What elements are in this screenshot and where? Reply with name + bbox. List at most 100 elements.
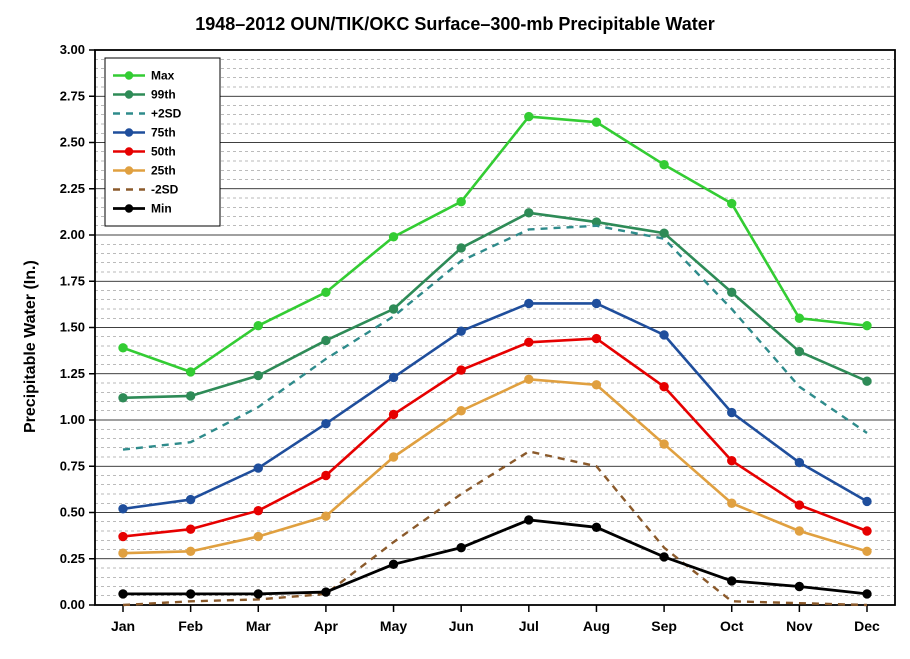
y-tick-label: 2.00	[60, 227, 85, 242]
x-tick-label: Aug	[583, 618, 610, 634]
x-tick-label: Oct	[720, 618, 744, 634]
y-tick-label: 1.00	[60, 412, 85, 427]
series-marker	[795, 527, 803, 535]
series-marker	[525, 112, 533, 120]
series-marker	[863, 497, 871, 505]
series-marker	[525, 375, 533, 383]
series-marker	[592, 523, 600, 531]
series-marker	[119, 505, 127, 513]
legend-label: -2SD	[151, 183, 179, 197]
legend-swatch-marker	[125, 166, 133, 174]
series-marker	[795, 501, 803, 509]
series-marker	[863, 527, 871, 535]
legend-swatch-marker	[125, 204, 133, 212]
series-marker	[389, 373, 397, 381]
x-tick-label: Sep	[651, 618, 677, 634]
series-marker	[119, 549, 127, 557]
series-marker	[795, 314, 803, 322]
series-marker	[457, 327, 465, 335]
y-tick-label: 3.00	[60, 42, 85, 57]
series-marker	[254, 590, 262, 598]
series-marker	[863, 590, 871, 598]
y-tick-label: 2.50	[60, 135, 85, 150]
y-tick-label: 0.25	[60, 551, 85, 566]
series-marker	[592, 118, 600, 126]
legend-swatch-marker	[125, 147, 133, 155]
x-tick-label: Apr	[314, 618, 339, 634]
series-marker	[389, 305, 397, 313]
series-marker	[660, 161, 668, 169]
series-marker	[660, 440, 668, 448]
series-marker	[389, 410, 397, 418]
series-marker	[254, 532, 262, 540]
x-tick-label: Mar	[246, 618, 271, 634]
chart-svg: 0.000.250.500.751.001.251.501.752.002.25…	[0, 0, 910, 659]
series-marker	[186, 547, 194, 555]
y-tick-label: 1.25	[60, 366, 85, 381]
x-tick-label: Nov	[786, 618, 813, 634]
legend-swatch-marker	[125, 128, 133, 136]
series-marker	[322, 471, 330, 479]
series-marker	[254, 371, 262, 379]
series-marker	[660, 331, 668, 339]
y-tick-label: 2.25	[60, 181, 85, 196]
series-marker	[795, 347, 803, 355]
series-marker	[728, 288, 736, 296]
series-marker	[728, 499, 736, 507]
series-marker	[186, 525, 194, 533]
series-marker	[660, 383, 668, 391]
series-marker	[186, 368, 194, 376]
series-line-99th	[123, 213, 867, 398]
y-tick-label: 2.75	[60, 88, 85, 103]
series-line-50th	[123, 339, 867, 537]
series-marker	[389, 453, 397, 461]
series-marker	[119, 394, 127, 402]
series-marker	[322, 288, 330, 296]
series-marker	[457, 198, 465, 206]
x-tick-label: May	[380, 618, 407, 634]
legend-label: Max	[151, 69, 175, 83]
legend-label: 75th	[151, 126, 176, 140]
series-marker	[728, 457, 736, 465]
x-tick-label: Jul	[519, 618, 539, 634]
chart-title: 1948–2012 OUN/TIK/OKC Surface–300-mb Pre…	[0, 14, 910, 35]
series-marker	[457, 366, 465, 374]
legend-label: 25th	[151, 164, 176, 178]
legend-swatch-marker	[125, 90, 133, 98]
series-marker	[863, 547, 871, 555]
chart-container: 1948–2012 OUN/TIK/OKC Surface–300-mb Pre…	[0, 0, 910, 659]
series-marker	[592, 299, 600, 307]
series-marker	[119, 590, 127, 598]
y-tick-label: 1.50	[60, 320, 85, 335]
series-marker	[254, 506, 262, 514]
series-marker	[119, 344, 127, 352]
series-marker	[660, 553, 668, 561]
series-marker	[525, 516, 533, 524]
series-line--2sd	[123, 226, 867, 450]
series-marker	[795, 582, 803, 590]
series-marker	[525, 338, 533, 346]
legend-label: 50th	[151, 145, 176, 159]
series-marker	[119, 532, 127, 540]
series-marker	[795, 458, 803, 466]
series-marker	[728, 408, 736, 416]
x-tick-label: Jan	[111, 618, 135, 634]
y-tick-label: 1.75	[60, 273, 85, 288]
series-marker	[660, 229, 668, 237]
series-marker	[525, 299, 533, 307]
x-tick-label: Jun	[449, 618, 474, 634]
legend-label: Min	[151, 202, 172, 216]
y-tick-label: 0.50	[60, 505, 85, 520]
series-marker	[322, 588, 330, 596]
series-marker	[389, 560, 397, 568]
series-line-75th	[123, 303, 867, 508]
legend-label: 99th	[151, 88, 176, 102]
series-marker	[863, 377, 871, 385]
series-marker	[457, 407, 465, 415]
x-tick-label: Dec	[854, 618, 880, 634]
series-marker	[186, 590, 194, 598]
series-marker	[322, 512, 330, 520]
series-marker	[457, 543, 465, 551]
series-marker	[322, 420, 330, 428]
series-marker	[728, 577, 736, 585]
